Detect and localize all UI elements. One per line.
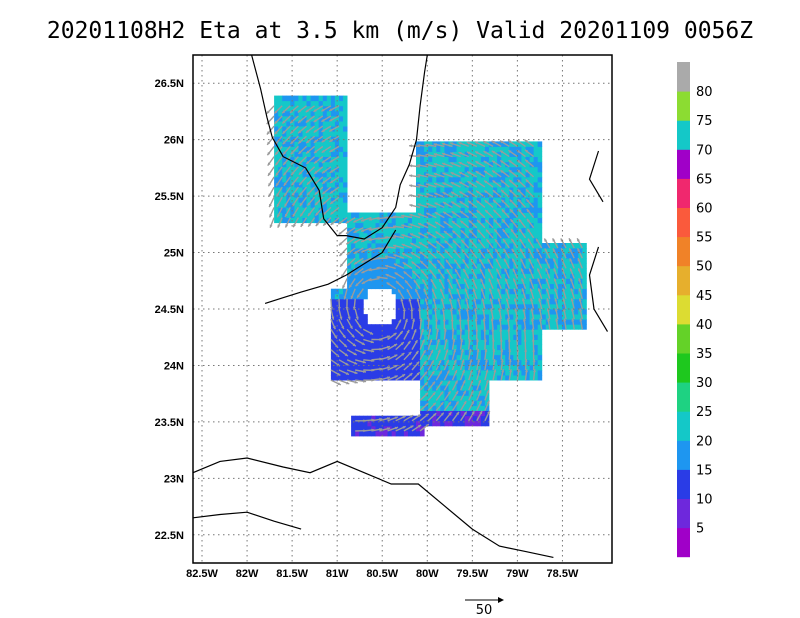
colorbar-segment	[677, 498, 690, 529]
colorbar-label: 70	[696, 143, 713, 158]
lat-tick-label: 22.5N	[155, 530, 184, 542]
lat-tick-label: 23.5N	[155, 417, 184, 429]
colorbar-label: 80	[696, 85, 713, 100]
coastlines	[193, 55, 609, 558]
colorbar-segment	[677, 120, 690, 150]
lon-tick-label: 78.5W	[547, 568, 579, 580]
colorbar-segment	[677, 411, 690, 441]
wind-vectors	[265, 105, 583, 433]
colorbar-segment	[677, 353, 690, 383]
colorbar-label: 50	[696, 260, 713, 275]
lon-tick-label: 80.5W	[366, 568, 398, 580]
vector-scale-label: 50	[476, 603, 493, 618]
lat-tick-label: 26.5N	[155, 78, 184, 90]
colorbar-label: 5	[696, 522, 704, 537]
colorbar-label: 75	[696, 114, 713, 129]
lon-tick-label: 81W	[326, 568, 349, 580]
colorbar-label: 65	[696, 172, 713, 187]
colorbar-segment	[677, 62, 690, 92]
colorbar-label: 20	[696, 434, 713, 449]
lon-tick-label: 79.5W	[456, 568, 488, 580]
colorbar-segment	[677, 178, 690, 208]
colorbar-segment	[677, 294, 690, 325]
colorbar-segment	[677, 440, 690, 470]
colorbar-label: 40	[696, 318, 713, 333]
colorbar-label: 35	[696, 347, 713, 362]
colorbar-label: 25	[696, 405, 713, 420]
colorbar-segment	[677, 91, 690, 121]
map-frame	[192, 54, 613, 564]
latitude-tick-labels: 26.5N 26N 25.5N 25N 24.5N 24N 23.5N 23N 22.5N	[155, 78, 184, 542]
colorbar-label: 15	[696, 463, 713, 478]
lon-tick-label: 79W	[506, 568, 529, 580]
colorbar-segment	[677, 469, 690, 499]
colorbar-label: 60	[696, 202, 713, 217]
colorbar-label: 55	[696, 231, 713, 246]
colorbar-label: 30	[696, 376, 713, 391]
colorbar-segment	[677, 149, 690, 179]
lat-tick-label: 25.5N	[155, 191, 184, 203]
colorbar-segment	[677, 527, 690, 558]
lat-tick-label: 24N	[164, 360, 184, 372]
vector-scale-arrow: 50	[465, 597, 504, 618]
colorbar-segment	[677, 207, 690, 238]
longitude-tick-labels: 82.5W 82W 81.5W 81W 80.5W 80W 79.5W 79W 78.5W	[186, 568, 579, 580]
lon-tick-label: 81.5W	[276, 568, 308, 580]
colorbar-segment	[677, 323, 690, 354]
colorbar-segment	[677, 382, 690, 412]
lon-tick-label: 82W	[236, 568, 259, 580]
colorbar-segment	[677, 265, 690, 296]
lon-tick-label: 80W	[416, 568, 439, 580]
lat-tick-label: 23N	[164, 473, 184, 485]
map-title: 20201108H2 Eta at 3.5 km (m/s) Valid 202…	[46, 18, 754, 44]
lat-tick-label: 26N	[164, 135, 184, 147]
colorbar: 5 10 15 20 25 30 35 40 45 50 55 60 65 70 75 80	[677, 62, 713, 558]
lon-tick-label: 82.5W	[186, 568, 218, 580]
lat-tick-label: 24.5N	[155, 304, 184, 316]
colorbar-label: 45	[696, 289, 713, 304]
colorbar-label: 10	[696, 493, 713, 508]
lat-tick-label: 25N	[164, 248, 184, 260]
colorbar-segment	[677, 236, 690, 267]
